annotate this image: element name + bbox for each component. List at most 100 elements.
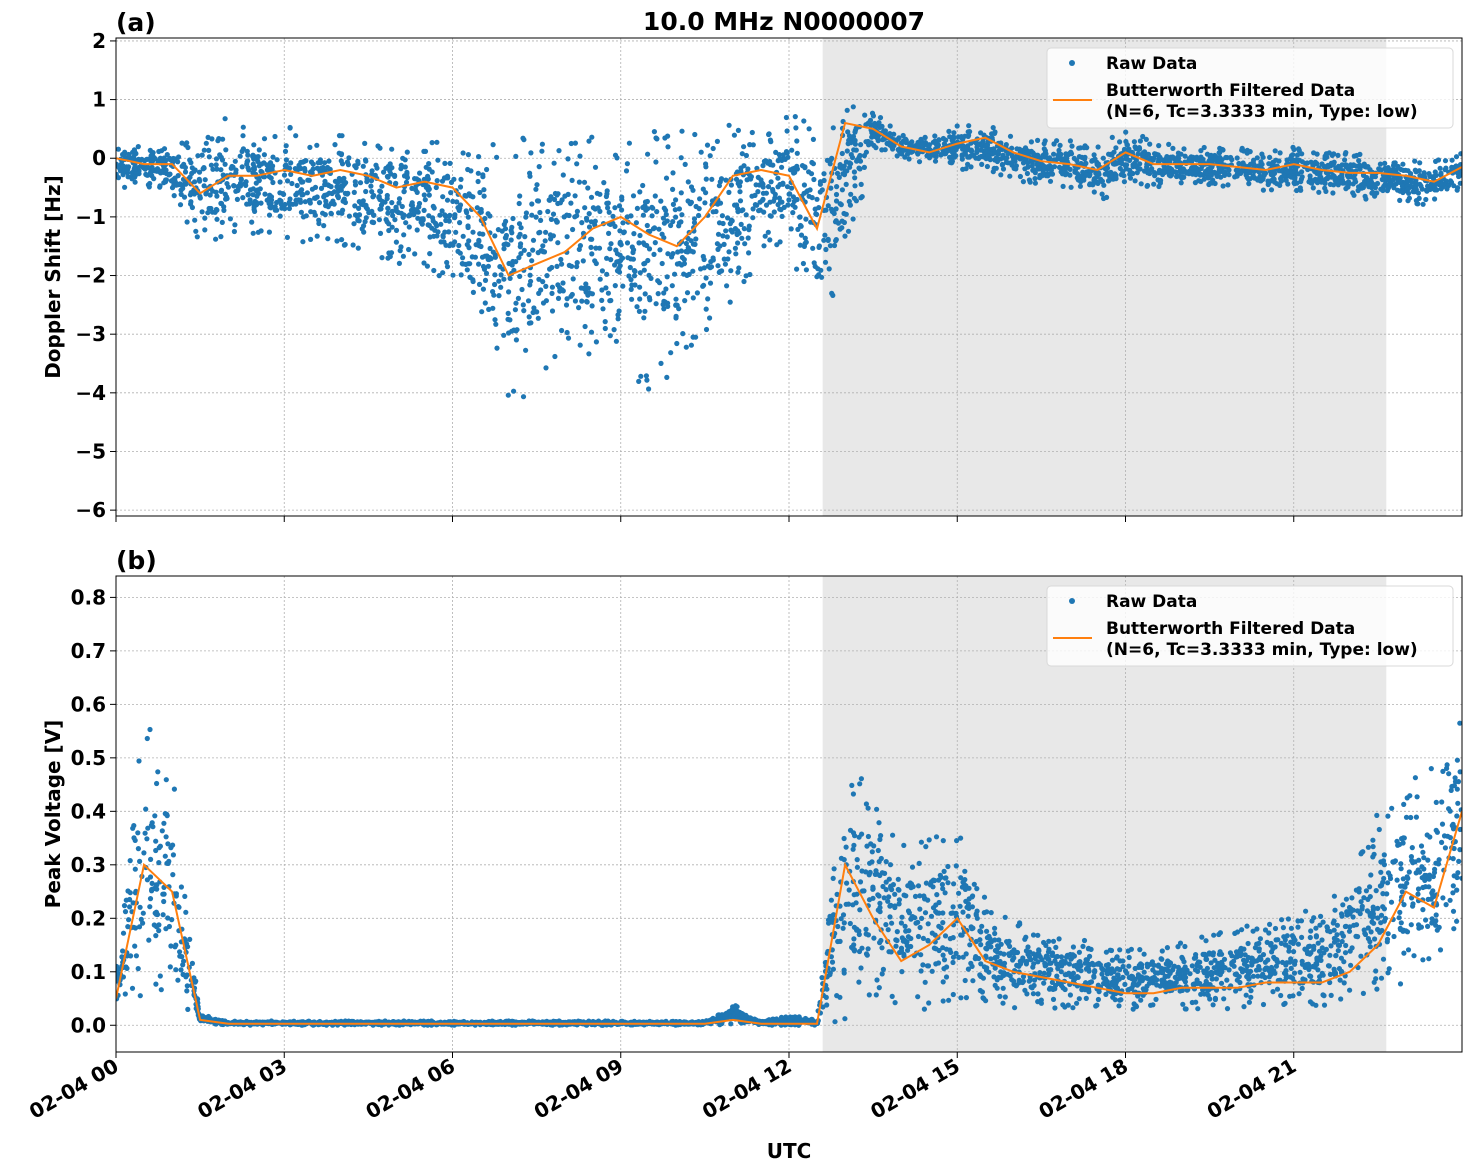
raw-data-point bbox=[832, 243, 837, 248]
raw-data-point bbox=[1012, 158, 1017, 163]
raw-data-point bbox=[645, 223, 650, 228]
raw-data-point bbox=[689, 238, 694, 243]
raw-data-point bbox=[179, 141, 184, 146]
raw-data-point bbox=[161, 821, 166, 826]
raw-data-point bbox=[246, 167, 251, 172]
raw-data-point bbox=[518, 244, 523, 249]
raw-data-point bbox=[259, 161, 264, 166]
raw-data-point bbox=[299, 187, 304, 192]
raw-data-point bbox=[895, 153, 900, 158]
raw-data-point bbox=[1311, 150, 1316, 155]
raw-data-point bbox=[214, 190, 219, 195]
raw-data-point bbox=[163, 158, 168, 163]
raw-data-point bbox=[833, 238, 838, 243]
raw-data-point bbox=[550, 308, 555, 313]
raw-data-point bbox=[466, 225, 471, 230]
raw-data-point bbox=[491, 142, 496, 147]
raw-data-point bbox=[144, 836, 149, 841]
raw-data-point bbox=[640, 183, 645, 188]
raw-data-point bbox=[298, 200, 303, 205]
raw-data-point bbox=[606, 291, 611, 296]
raw-data-point bbox=[143, 807, 148, 812]
raw-data-point bbox=[845, 148, 850, 153]
raw-data-point bbox=[405, 175, 410, 180]
raw-data-point bbox=[317, 200, 322, 205]
raw-data-point bbox=[1397, 198, 1402, 203]
raw-data-point bbox=[543, 284, 548, 289]
raw-data-point bbox=[582, 205, 587, 210]
raw-data-point bbox=[795, 197, 800, 202]
raw-data-point bbox=[206, 1015, 211, 1020]
raw-data-point bbox=[174, 891, 179, 896]
raw-data-point bbox=[629, 297, 634, 302]
raw-data-point bbox=[335, 193, 340, 198]
raw-data-point bbox=[1391, 185, 1396, 190]
raw-data-point bbox=[552, 161, 557, 166]
raw-data-point bbox=[1096, 161, 1101, 166]
raw-data-point bbox=[476, 238, 481, 243]
raw-data-point bbox=[1414, 198, 1419, 203]
raw-data-point bbox=[816, 205, 821, 210]
raw-data-point bbox=[917, 159, 922, 164]
raw-data-point bbox=[779, 200, 784, 205]
raw-data-point bbox=[616, 266, 621, 271]
raw-data-point bbox=[136, 846, 141, 851]
raw-data-point bbox=[631, 257, 636, 262]
raw-data-point bbox=[1443, 158, 1448, 163]
raw-data-point bbox=[1082, 155, 1087, 160]
raw-data-point bbox=[315, 194, 320, 199]
raw-data-point bbox=[332, 202, 337, 207]
raw-data-point bbox=[683, 162, 688, 167]
raw-data-point bbox=[152, 813, 157, 818]
raw-data-point bbox=[859, 182, 864, 187]
raw-data-point bbox=[488, 246, 493, 251]
raw-data-point bbox=[1076, 146, 1081, 151]
raw-data-point bbox=[206, 135, 211, 140]
raw-data-point bbox=[823, 247, 828, 252]
raw-data-point bbox=[785, 155, 790, 160]
raw-data-point bbox=[653, 193, 658, 198]
raw-data-point bbox=[845, 108, 850, 113]
raw-data-point bbox=[1170, 146, 1175, 151]
raw-data-point bbox=[1193, 157, 1198, 162]
raw-data-point bbox=[487, 213, 492, 218]
raw-data-point bbox=[339, 158, 344, 163]
raw-data-point bbox=[826, 238, 831, 243]
raw-data-point bbox=[703, 161, 708, 166]
raw-data-point bbox=[185, 983, 190, 988]
raw-data-point bbox=[120, 152, 125, 157]
raw-data-point bbox=[647, 246, 652, 251]
raw-data-point bbox=[1330, 190, 1335, 195]
raw-data-point bbox=[814, 212, 819, 217]
raw-data-point bbox=[190, 961, 195, 966]
raw-data-point bbox=[236, 184, 241, 189]
raw-data-point bbox=[466, 238, 471, 243]
raw-data-point bbox=[124, 966, 129, 971]
raw-data-point bbox=[240, 133, 245, 138]
raw-data-point bbox=[172, 787, 177, 792]
raw-data-point bbox=[927, 155, 932, 160]
raw-data-point bbox=[979, 162, 984, 167]
raw-data-point bbox=[1270, 160, 1275, 165]
raw-data-point bbox=[785, 202, 790, 207]
raw-data-point bbox=[1092, 189, 1097, 194]
raw-data-point bbox=[699, 150, 704, 155]
raw-data-point bbox=[708, 281, 713, 286]
raw-data-point bbox=[423, 197, 428, 202]
raw-data-point bbox=[267, 195, 272, 200]
raw-data-point bbox=[814, 197, 819, 202]
raw-data-point bbox=[481, 264, 486, 269]
raw-data-point bbox=[1132, 163, 1137, 168]
raw-data-point bbox=[654, 301, 659, 306]
raw-data-point bbox=[499, 272, 504, 277]
raw-data-point bbox=[653, 135, 658, 140]
raw-data-point bbox=[370, 168, 375, 173]
raw-data-point bbox=[477, 282, 482, 287]
raw-data-point bbox=[417, 171, 422, 176]
raw-data-point bbox=[1267, 155, 1272, 160]
raw-data-point bbox=[412, 251, 417, 256]
raw-data-point bbox=[582, 286, 587, 291]
raw-data-point bbox=[871, 143, 876, 148]
raw-data-point bbox=[1108, 170, 1113, 175]
